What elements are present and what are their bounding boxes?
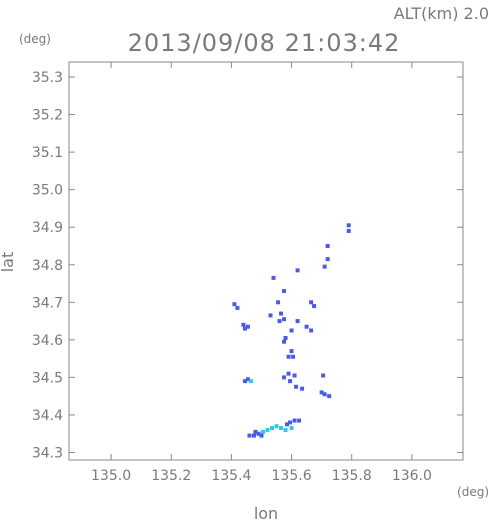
x-axis-ticks: 135.0 135.2 135.4 135.6 135.8 136.0 — [91, 62, 432, 484]
chart-title: 2013/09/08 21:03:42 — [128, 29, 401, 57]
altitude-label: ALT(km) 2.0 — [394, 4, 489, 23]
data-point — [294, 384, 299, 389]
data-point — [282, 375, 287, 380]
y-tick-label: 34.9 — [32, 220, 63, 236]
data-point — [292, 373, 297, 378]
data-point — [235, 305, 240, 310]
data-point — [300, 386, 305, 391]
x-unit-label: (deg) — [457, 485, 489, 499]
x-tick-label: 135.8 — [332, 468, 372, 484]
data-point — [242, 326, 247, 331]
data-point — [286, 354, 291, 359]
data-point — [279, 426, 284, 431]
data-point — [327, 394, 332, 399]
y-tick-label: 35.3 — [32, 70, 63, 86]
data-point — [325, 257, 330, 262]
data-point — [289, 426, 294, 431]
data-point — [282, 339, 287, 344]
data-point — [242, 379, 247, 384]
data-point — [270, 426, 275, 431]
data-point — [312, 304, 317, 309]
y-tick-label: 34.7 — [32, 295, 63, 311]
y-tick-label: 35.2 — [32, 108, 63, 124]
y-tick-label: 34.5 — [32, 370, 63, 386]
y-tick-label: 35.1 — [32, 145, 63, 161]
data-point — [289, 349, 294, 354]
data-point — [295, 268, 300, 273]
data-point — [260, 429, 265, 434]
data-point — [241, 322, 246, 327]
data-point — [265, 427, 270, 432]
y-tick-label: 35.0 — [32, 183, 63, 199]
data-point — [232, 302, 237, 307]
data-point — [248, 379, 253, 384]
data-point — [259, 433, 264, 438]
data-point — [286, 371, 291, 376]
data-point — [304, 324, 309, 329]
data-point — [245, 377, 250, 382]
data-point — [289, 328, 294, 333]
data-point — [325, 243, 330, 248]
data-point — [291, 354, 296, 359]
data-point — [247, 433, 252, 438]
data-point — [309, 328, 314, 333]
data-point — [309, 300, 314, 305]
y-tick-label: 34.6 — [32, 333, 63, 349]
x-tick-label: 135.6 — [272, 468, 312, 484]
data-point — [277, 319, 282, 324]
data-point — [245, 324, 250, 329]
data-point — [288, 420, 293, 425]
y-axis-ticks: 34.3 34.4 34.5 34.6 34.7 34.8 34.9 35.0 35.1 35.2… — [32, 70, 463, 461]
data-point — [322, 392, 327, 397]
y-tick-label: 34.3 — [32, 445, 63, 461]
y-axis-label: lat — [0, 252, 17, 273]
data-points — [232, 223, 351, 438]
x-tick-label: 135.4 — [211, 468, 251, 484]
data-point — [321, 373, 326, 378]
data-point — [288, 379, 293, 384]
data-point — [297, 418, 302, 423]
data-point — [274, 424, 279, 429]
data-point — [346, 223, 351, 228]
data-point — [282, 317, 287, 322]
data-point — [283, 427, 288, 432]
y-unit-label: (deg) — [19, 32, 51, 46]
data-point — [295, 319, 300, 324]
data-point — [279, 311, 284, 316]
data-point — [256, 431, 261, 436]
x-axis-label: lon — [254, 504, 278, 521]
data-point — [285, 422, 290, 427]
data-point — [346, 228, 351, 233]
data-point — [283, 335, 288, 340]
data-point — [276, 300, 281, 305]
data-point — [319, 390, 324, 395]
y-tick-label: 34.4 — [32, 408, 63, 424]
x-tick-label: 136.0 — [392, 468, 432, 484]
y-tick-label: 34.8 — [32, 258, 63, 274]
data-point — [268, 313, 273, 318]
x-tick-label: 135.2 — [151, 468, 191, 484]
plot-frame — [68, 61, 464, 461]
data-point — [292, 418, 297, 423]
data-point — [251, 433, 256, 438]
data-point — [322, 264, 327, 269]
data-point — [271, 275, 276, 280]
data-point — [253, 429, 258, 434]
x-tick-label: 135.0 — [91, 468, 131, 484]
data-point — [282, 289, 287, 294]
